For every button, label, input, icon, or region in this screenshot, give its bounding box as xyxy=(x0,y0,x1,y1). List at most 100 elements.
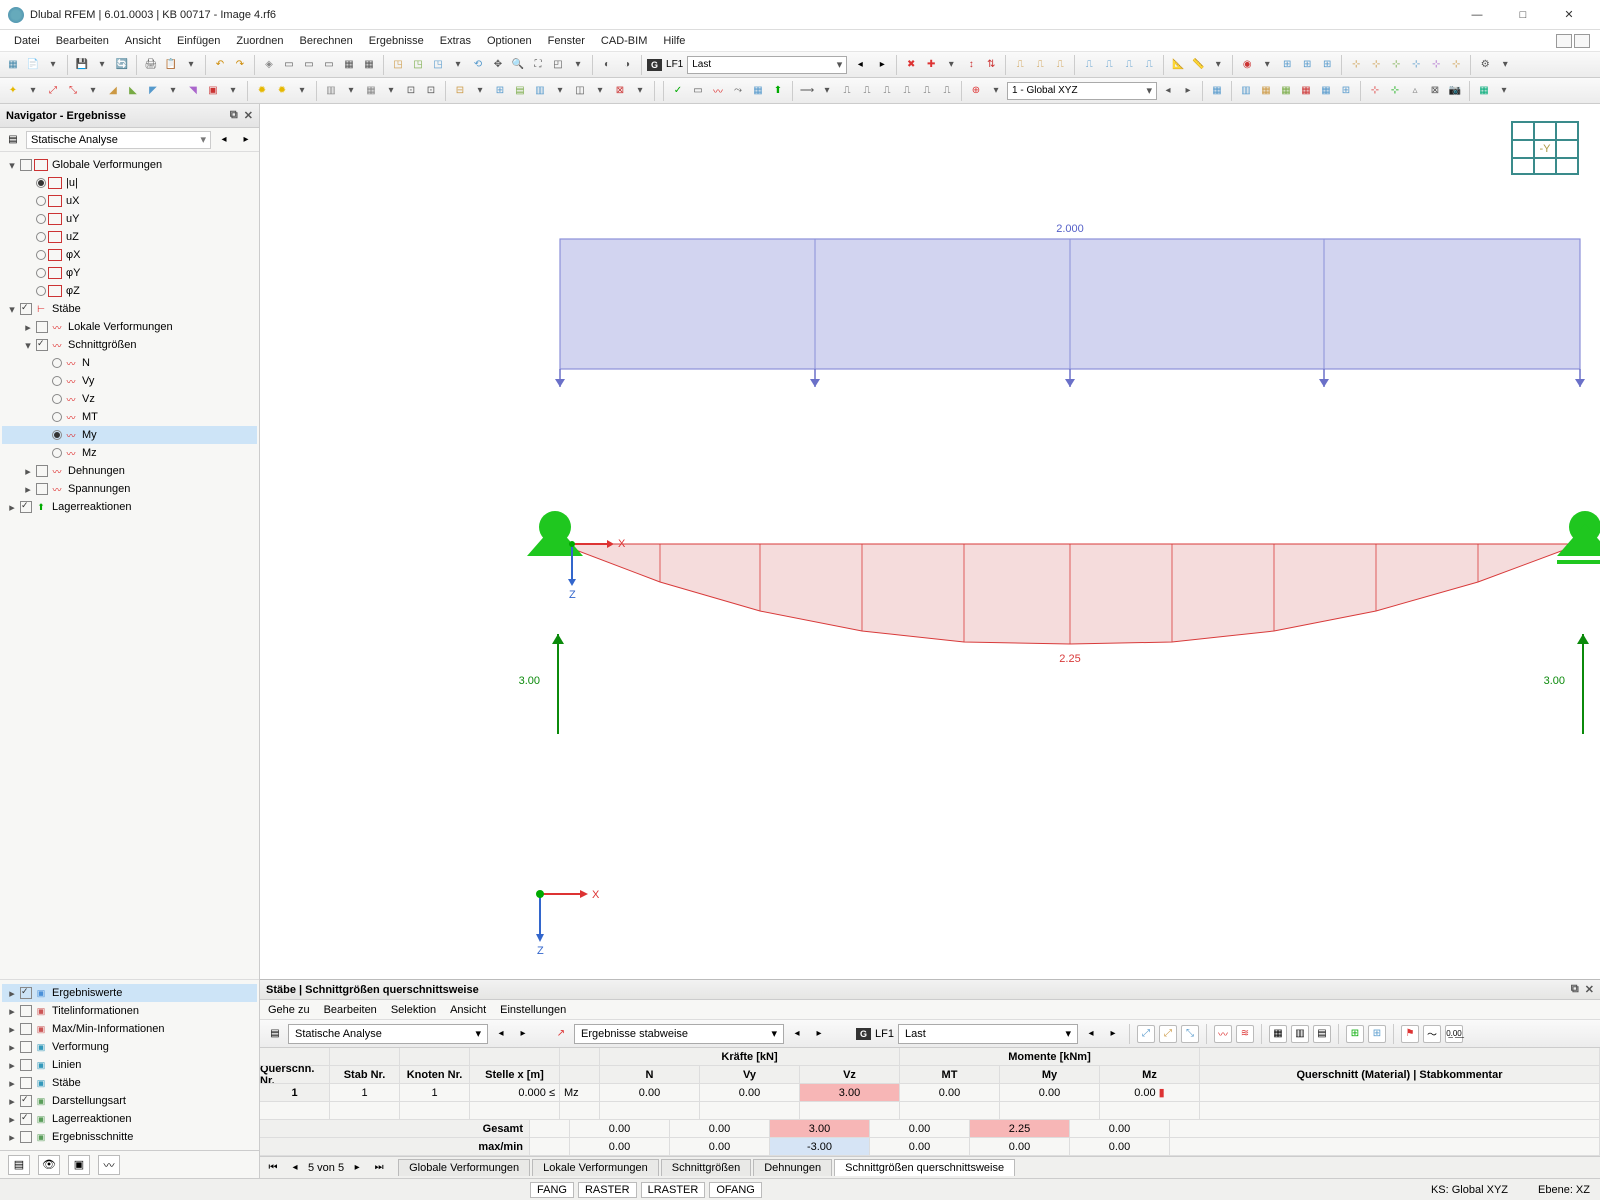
d5-icon[interactable]: ⎍ xyxy=(898,82,916,100)
result-tab[interactable]: Lokale Verformungen xyxy=(532,1159,659,1176)
bt-r-next-icon[interactable]: ▸ xyxy=(810,1025,828,1043)
menu-fenster[interactable]: Fenster xyxy=(540,32,593,50)
n3-icon[interactable]: ⊹ xyxy=(1387,56,1405,74)
nav-option-max/min-informationen[interactable]: ▸ ▣Max/Min-Informationen xyxy=(2,1020,257,1038)
c8d-icon[interactable]: ▾ xyxy=(551,82,569,100)
menu-hilfe[interactable]: Hilfe xyxy=(655,32,693,50)
bt-filter-icon[interactable]: ▤ xyxy=(266,1025,284,1043)
status-ofang[interactable]: OFANG xyxy=(709,1182,762,1198)
open-icon[interactable]: 📄 xyxy=(24,56,42,74)
f3-icon[interactable]: ▦ xyxy=(1257,82,1275,100)
m2-icon[interactable]: 📏 xyxy=(1189,56,1207,74)
w6d-icon[interactable]: ▾ xyxy=(164,82,182,100)
w9-icon[interactable]: ✹ xyxy=(253,82,271,100)
w7-icon[interactable]: ◥ xyxy=(184,82,202,100)
page-prev-icon[interactable]: ◂ xyxy=(286,1159,304,1177)
c5d-icon[interactable]: ▾ xyxy=(471,82,489,100)
table-menu-einstellungen[interactable]: Einstellungen xyxy=(500,1004,566,1016)
table-menu-gehe zu[interactable]: Gehe zu xyxy=(268,1004,310,1016)
zoom-win-icon[interactable]: ◰ xyxy=(549,56,567,74)
tree-node[interactable]: 〰Vy xyxy=(2,372,257,390)
m3-icon[interactable]: ▾ xyxy=(1209,56,1227,74)
maximize-button[interactable]: □ xyxy=(1500,0,1546,30)
tree-node[interactable]: ▾ Globale Verformungen xyxy=(2,156,257,174)
result-tree[interactable]: ▾ Globale Verformungen |u| uX uY uZ φX φ… xyxy=(0,152,259,979)
q1-icon[interactable]: ▦ xyxy=(1475,82,1493,100)
render2-icon[interactable]: ◳ xyxy=(409,56,427,74)
refresh-icon[interactable]: 🔄 xyxy=(113,56,131,74)
bt-result-dropdown[interactable]: Ergebnisse stabweise▾ xyxy=(574,1024,784,1044)
side-icon[interactable]: ▭ xyxy=(300,56,318,74)
tree-node[interactable]: uY xyxy=(2,210,257,228)
bt-i10-icon[interactable]: ⊞ xyxy=(1368,1025,1386,1043)
r3-icon[interactable]: 〰 xyxy=(709,82,727,100)
clipboard-icon[interactable]: 📋 xyxy=(162,56,180,74)
nav-option-lagerreaktionen[interactable]: ▸ ▣Lagerreaktionen xyxy=(2,1110,257,1128)
p2-icon[interactable]: ⊹ xyxy=(1386,82,1404,100)
d2-icon[interactable]: ⎍ xyxy=(838,82,856,100)
c2d-icon[interactable]: ▾ xyxy=(382,82,400,100)
grid-icon[interactable]: ▦ xyxy=(340,56,358,74)
m1-icon[interactable]: 📐 xyxy=(1169,56,1187,74)
p5-icon[interactable]: 📷 xyxy=(1446,82,1464,100)
menu-zuordnen[interactable]: Zuordnen xyxy=(228,32,291,50)
view-dd-icon[interactable]: ▾ xyxy=(569,56,587,74)
tree-node[interactable]: ▸ 〰Lokale Verformungen xyxy=(2,318,257,336)
tree-node[interactable]: ▾ 〰Schnittgrößen xyxy=(2,336,257,354)
cs-next-icon[interactable]: ▸ xyxy=(1179,82,1197,100)
r4-icon[interactable]: ⤳ xyxy=(729,82,747,100)
c4-icon[interactable]: ⊡ xyxy=(422,82,440,100)
menu-ansicht[interactable]: Ansicht xyxy=(117,32,169,50)
bt-i2-icon[interactable]: ⤢ xyxy=(1159,1025,1177,1043)
bt-i4-icon[interactable]: 〰 xyxy=(1214,1025,1232,1043)
tree-node[interactable]: 〰MT xyxy=(2,408,257,426)
w8d-icon[interactable]: ▾ xyxy=(224,82,242,100)
x3-icon[interactable]: ▾ xyxy=(942,56,960,74)
nav-next-icon[interactable]: ▸ xyxy=(237,131,255,149)
bt-i8-icon[interactable]: ▤ xyxy=(1313,1025,1331,1043)
f4-icon[interactable]: ▦ xyxy=(1277,82,1295,100)
navbtn-curve-icon[interactable]: 〰 xyxy=(98,1155,120,1175)
menu-ergebnisse[interactable]: Ergebnisse xyxy=(361,32,432,50)
redo-icon[interactable]: ↷ xyxy=(231,56,249,74)
p1-icon[interactable]: ⊹ xyxy=(1366,82,1384,100)
save-dd-icon[interactable]: ▾ xyxy=(93,56,111,74)
c1d-icon[interactable]: ▾ xyxy=(342,82,360,100)
page-last-icon[interactable]: ⏭ xyxy=(370,1159,388,1177)
table-close-icon[interactable]: ✕ xyxy=(1585,983,1594,996)
tree-node[interactable]: ▾ ⊢Stäbe xyxy=(2,300,257,318)
menu-bearbeiten[interactable]: Bearbeiten xyxy=(48,32,117,50)
bt-i1-icon[interactable]: ⤢ xyxy=(1137,1025,1155,1043)
r5-icon[interactable]: ▦ xyxy=(749,82,767,100)
f2-icon[interactable]: ▥ xyxy=(1237,82,1255,100)
tree-node[interactable]: uX xyxy=(2,192,257,210)
w6-icon[interactable]: ◤ xyxy=(144,82,162,100)
s7-icon[interactable]: ⎍ xyxy=(1140,56,1158,74)
c10-icon[interactable]: ⊠ xyxy=(611,82,629,100)
print-icon[interactable]: 🖨 xyxy=(142,56,160,74)
w3d-icon[interactable]: ▾ xyxy=(84,82,102,100)
d1-icon[interactable]: ⟶ xyxy=(798,82,816,100)
f5-icon[interactable]: ▦ xyxy=(1297,82,1315,100)
menu-berechnen[interactable]: Berechnen xyxy=(292,32,361,50)
c3-icon[interactable]: ⊡ xyxy=(402,82,420,100)
status-fang[interactable]: FANG xyxy=(530,1182,574,1198)
tree-node[interactable]: φZ xyxy=(2,282,257,300)
d7-icon[interactable]: ⎍ xyxy=(938,82,956,100)
opt-dd-icon[interactable]: ▾ xyxy=(1496,56,1514,74)
c2-icon[interactable]: ▦ xyxy=(362,82,380,100)
table-menu-ansicht[interactable]: Ansicht xyxy=(450,1004,486,1016)
top-icon[interactable]: ▭ xyxy=(320,56,338,74)
s2-icon[interactable]: ⎍ xyxy=(1031,56,1049,74)
lf-next-icon[interactable]: ▸ xyxy=(873,56,891,74)
open-dd-icon[interactable]: ▾ xyxy=(44,56,62,74)
c9d-icon[interactable]: ▾ xyxy=(591,82,609,100)
tree-node[interactable]: 〰Vz xyxy=(2,390,257,408)
cs-prev-icon[interactable]: ◂ xyxy=(1159,82,1177,100)
tree-node[interactable]: 〰N xyxy=(2,354,257,372)
tree-node[interactable]: ▸ 〰Spannungen xyxy=(2,480,257,498)
status-raster[interactable]: RASTER xyxy=(578,1182,637,1198)
nav-option-linien[interactable]: ▸ ▣Linien xyxy=(2,1056,257,1074)
bt-r-prev-icon[interactable]: ◂ xyxy=(788,1025,806,1043)
new-icon[interactable]: ▦ xyxy=(4,56,22,74)
